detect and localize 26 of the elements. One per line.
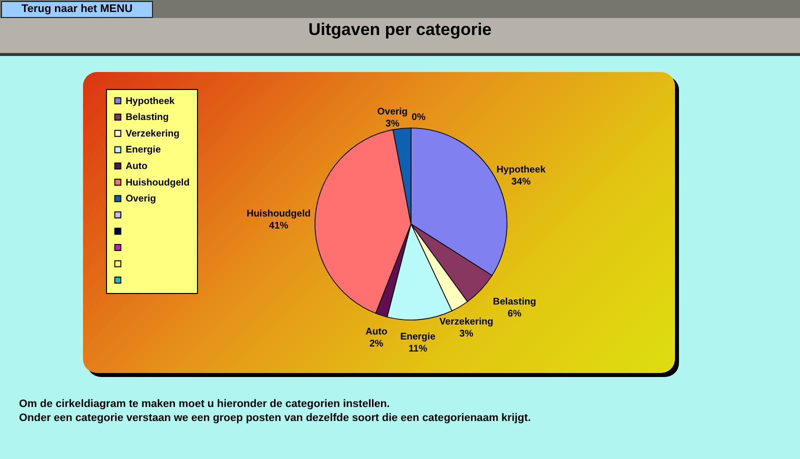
data-label: 3% (459, 328, 474, 340)
legend-label: Overig (126, 194, 156, 205)
text: 0% (412, 112, 426, 123)
legend-label: Energie (126, 144, 161, 156)
slice-label: Overig (377, 106, 408, 118)
data-label: 11% (408, 344, 428, 354)
text: Om de cirkeldiagram te maken moet u hieronder de categorien instellen. (19, 397, 391, 411)
data-label: 2% (369, 338, 384, 350)
legend-label: Huishoudgeld (126, 177, 190, 188)
slice-label: Verzekering (439, 316, 494, 328)
chart-title: Uitgaven per categorie (307, 20, 493, 40)
slice-label: Belasting (492, 296, 536, 308)
data-label: 34% (511, 176, 532, 188)
legend-label: Verzekering (126, 128, 180, 140)
legend-label: Auto (126, 161, 148, 172)
slice-label: Energie (400, 332, 436, 342)
data-label: 41% (269, 220, 289, 232)
slice-label: Huishoudgeld (246, 208, 311, 220)
slice-label: Hypotheek (496, 164, 546, 176)
text: Onder een categorie verstaan we een groep posten van dezelfde soort die een categorienaam krijgt. (19, 411, 531, 425)
legend-label: Belasting (126, 112, 169, 124)
menu-button: Terug naar het MENU (1, 1, 153, 18)
data-label: 3% (386, 118, 400, 130)
legend-label: Hypotheek (126, 96, 176, 107)
slice-label: Auto (365, 326, 388, 338)
data-label: 6% (508, 308, 522, 320)
